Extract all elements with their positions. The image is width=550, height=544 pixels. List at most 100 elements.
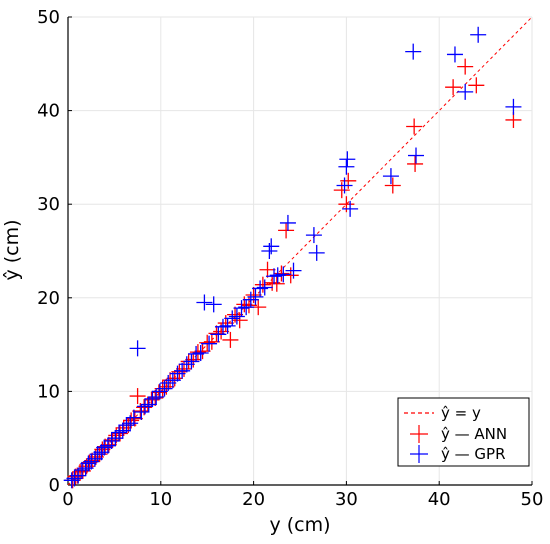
- ann-point: [158, 378, 175, 395]
- ann-point: [166, 370, 183, 387]
- y-tick-label: 10: [37, 381, 60, 402]
- gpr-point: [305, 227, 322, 244]
- ann-point: [217, 315, 234, 332]
- gpr-point: [160, 374, 177, 391]
- y-tick-label: 0: [49, 475, 60, 496]
- gpr-point: [505, 98, 522, 115]
- tick-labels: 0 10 20 30 40 50 0 10 20 30 40 50: [37, 7, 543, 510]
- gpr-point: [256, 279, 273, 296]
- gpr-point: [201, 335, 218, 352]
- gpr-point: [238, 299, 255, 316]
- ann-point: [406, 118, 423, 135]
- ann-point: [129, 388, 146, 405]
- gpr-point: [80, 455, 97, 472]
- ann-point: [222, 331, 239, 348]
- gpr-point: [63, 472, 80, 489]
- y-tick-label: 50: [37, 7, 60, 28]
- x-tick-label: 10: [149, 489, 172, 510]
- gpr-point: [382, 168, 399, 185]
- ann-point: [115, 419, 132, 436]
- x-tick-label: 40: [428, 489, 451, 510]
- gpr-point: [336, 177, 353, 194]
- data-marks: [63, 26, 522, 489]
- y-tick-label: 40: [37, 101, 60, 122]
- gpr-point: [219, 317, 236, 334]
- gpr-point: [183, 353, 200, 370]
- ann-point: [123, 412, 140, 429]
- gpr-point: [137, 398, 154, 415]
- ann-point: [236, 296, 253, 313]
- x-axis-label: y (cm): [269, 514, 330, 536]
- gpr-point: [151, 383, 168, 400]
- gpr-point: [285, 262, 302, 279]
- ann-point: [457, 58, 474, 75]
- gpr-point: [103, 433, 120, 450]
- gpr-point: [457, 83, 474, 100]
- gpr-point: [174, 362, 191, 379]
- ann-point: [340, 172, 357, 189]
- gpr-point: [228, 308, 245, 325]
- gpr-point: [224, 310, 241, 327]
- gpr-point: [210, 326, 227, 343]
- gpr-point: [214, 318, 231, 335]
- legend-ann-label: ŷ — ANN: [441, 425, 507, 443]
- series-gpr: [63, 26, 522, 489]
- gpr-point: [308, 244, 325, 261]
- gpr-point: [83, 453, 100, 470]
- ann-point: [468, 77, 485, 94]
- ann-point: [194, 343, 211, 360]
- ann-point: [445, 79, 462, 96]
- gpr-point: [470, 26, 487, 43]
- ann-point: [407, 155, 424, 172]
- gpr-point: [86, 450, 103, 467]
- legend-ann-marker: [410, 425, 428, 443]
- gpr-point: [247, 288, 264, 305]
- gpr-point: [252, 280, 269, 297]
- gpr-point: [129, 340, 146, 357]
- legend-gpr-label: ŷ — GPR: [441, 445, 506, 463]
- gpr-point: [192, 345, 209, 362]
- gpr-point: [96, 439, 113, 456]
- gpr-point: [338, 158, 355, 175]
- gpr-point: [144, 390, 161, 407]
- ann-point: [333, 182, 350, 199]
- ann-point: [136, 399, 153, 416]
- gpr-point: [279, 214, 296, 231]
- x-tick-label: 30: [335, 489, 358, 510]
- gpr-point: [118, 417, 135, 434]
- ann-point: [100, 436, 117, 453]
- gpr-point: [205, 296, 222, 313]
- gpr-point: [89, 446, 106, 463]
- ann-point: [203, 333, 220, 350]
- gpr-point: [342, 200, 359, 217]
- gpr-point: [408, 147, 424, 164]
- plot-frame: [67, 17, 532, 486]
- legend-box: [397, 397, 530, 467]
- gpr-point: [339, 151, 356, 168]
- legend: ŷ = y ŷ — ANN ŷ — GPR: [397, 397, 530, 467]
- gpr-point: [196, 294, 213, 311]
- ann-point: [143, 391, 160, 408]
- ann-point: [171, 363, 188, 380]
- gpr-point: [188, 345, 205, 362]
- y-tick-label: 30: [37, 194, 60, 215]
- y-tick-label: 20: [37, 288, 60, 309]
- ann-point: [338, 196, 355, 213]
- gpr-point: [233, 300, 250, 317]
- gpr-point: [99, 437, 116, 454]
- gpr-point: [169, 365, 186, 382]
- y-axis-label: ŷ (cm): [1, 219, 23, 280]
- x-tick-label: 0: [62, 489, 73, 510]
- ann-point: [268, 275, 285, 292]
- gpr-point: [66, 470, 83, 487]
- gpr-point: [263, 238, 280, 255]
- ann-point: [132, 403, 149, 420]
- gpr-point: [242, 291, 259, 308]
- legend-reference-line-label: ŷ = y: [441, 404, 481, 422]
- legend-gpr-marker: [410, 445, 428, 463]
- ann-point: [208, 325, 225, 342]
- gpr-point: [405, 43, 422, 60]
- ann-point: [189, 344, 206, 361]
